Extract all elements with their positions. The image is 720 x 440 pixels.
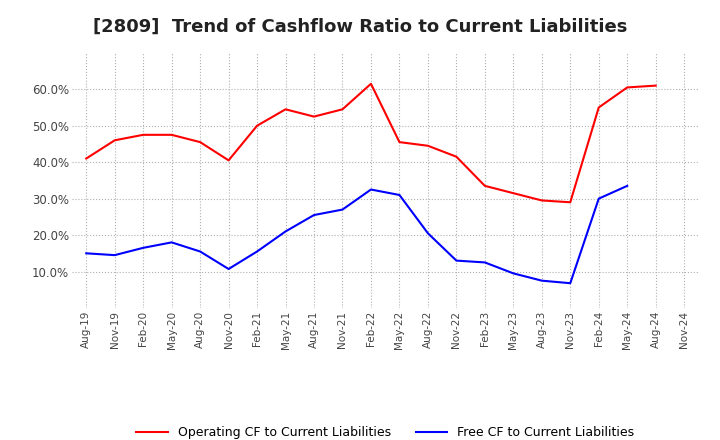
Free CF to Current Liabilities (282, 229, 290, 234)
Operating CF to Current Liabilities (537, 198, 546, 203)
Free CF to Current Liabilities (253, 249, 261, 254)
Free CF to Current Liabilities (82, 251, 91, 256)
Free CF to Current Liabilities (167, 240, 176, 245)
Free CF to Current Liabilities (537, 278, 546, 283)
Free CF to Current Liabilities (623, 183, 631, 188)
Free CF to Current Liabilities (196, 249, 204, 254)
Operating CF to Current Liabilities (196, 139, 204, 145)
Operating CF to Current Liabilities (509, 191, 518, 196)
Free CF to Current Liabilities (225, 266, 233, 271)
Free CF to Current Liabilities (139, 245, 148, 250)
Free CF to Current Liabilities (423, 231, 432, 236)
Free CF to Current Liabilities (509, 271, 518, 276)
Free CF to Current Liabilities (480, 260, 489, 265)
Operating CF to Current Liabilities (652, 83, 660, 88)
Operating CF to Current Liabilities (423, 143, 432, 148)
Operating CF to Current Liabilities (480, 183, 489, 188)
Operating CF to Current Liabilities (566, 200, 575, 205)
Operating CF to Current Liabilities (452, 154, 461, 159)
Free CF to Current Liabilities (110, 253, 119, 258)
Operating CF to Current Liabilities (82, 156, 91, 161)
Line: Operating CF to Current Liabilities: Operating CF to Current Liabilities (86, 84, 656, 202)
Legend: Operating CF to Current Liabilities, Free CF to Current Liabilities: Operating CF to Current Liabilities, Fre… (131, 422, 639, 440)
Free CF to Current Liabilities (338, 207, 347, 212)
Operating CF to Current Liabilities (310, 114, 318, 119)
Text: [2809]  Trend of Cashflow Ratio to Current Liabilities: [2809] Trend of Cashflow Ratio to Curren… (93, 18, 627, 36)
Operating CF to Current Liabilities (139, 132, 148, 137)
Operating CF to Current Liabilities (623, 85, 631, 90)
Free CF to Current Liabilities (566, 281, 575, 286)
Operating CF to Current Liabilities (225, 158, 233, 163)
Free CF to Current Liabilities (452, 258, 461, 263)
Operating CF to Current Liabilities (595, 105, 603, 110)
Operating CF to Current Liabilities (366, 81, 375, 86)
Operating CF to Current Liabilities (253, 123, 261, 128)
Operating CF to Current Liabilities (110, 138, 119, 143)
Free CF to Current Liabilities (366, 187, 375, 192)
Operating CF to Current Liabilities (338, 106, 347, 112)
Operating CF to Current Liabilities (167, 132, 176, 137)
Free CF to Current Liabilities (395, 192, 404, 198)
Operating CF to Current Liabilities (395, 139, 404, 145)
Free CF to Current Liabilities (310, 213, 318, 218)
Line: Free CF to Current Liabilities: Free CF to Current Liabilities (86, 186, 627, 283)
Free CF to Current Liabilities (595, 196, 603, 201)
Operating CF to Current Liabilities (282, 106, 290, 112)
